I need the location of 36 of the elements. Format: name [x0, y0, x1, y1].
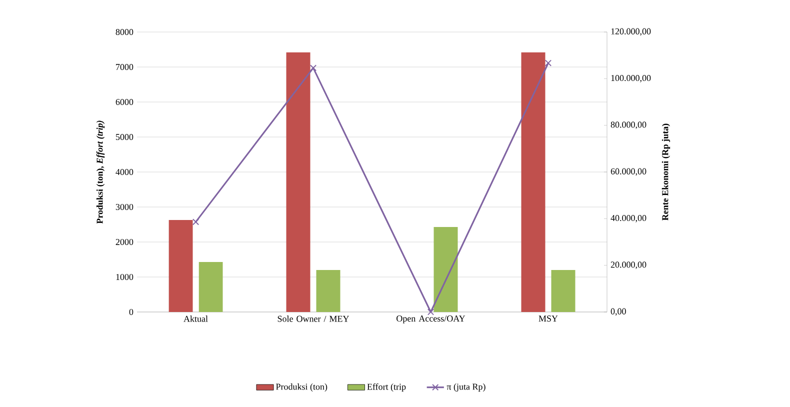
y-tick-label: 1000 [116, 274, 134, 280]
y-axis-title: Produksi (ton), Effort (trip) [96, 120, 105, 224]
point [192, 218, 200, 226]
y-tick-label: 8000 [116, 28, 134, 36]
legend-label: Produksi (ton) [276, 383, 328, 392]
bar [551, 270, 576, 312]
y2-tick-label: 120.000,00 [611, 28, 651, 36]
point [427, 308, 434, 316]
y-tick-label: 5000 [116, 134, 134, 140]
point [310, 64, 317, 72]
bar [316, 270, 340, 312]
legend-label: Effort (trip [367, 383, 406, 392]
y2-axis-title: Rente Ekonomi (Rp juta) [662, 124, 670, 220]
y2-tick-label: 80.000,00 [610, 122, 646, 130]
x-tick-label: Sole Owner / MEY [278, 316, 350, 322]
legend-label: π (juta Rp) [446, 383, 486, 392]
y2-tick-label: 100.000,00 [611, 74, 651, 82]
bar [286, 52, 310, 312]
y2-tick-label: 20.000,00 [610, 262, 646, 270]
bar [198, 262, 223, 312]
bar [434, 226, 458, 312]
y2-tick-label: 0,00 [610, 308, 626, 316]
x-tick-label: Open Access/OAY [396, 316, 466, 324]
y-tick-label: 2000 [116, 238, 134, 246]
y2-tick-label: 40.000,00 [610, 214, 646, 222]
y-tick-label: 6000 [116, 98, 134, 106]
x-tick-label: MSY [538, 316, 558, 322]
y-tick-label: 0 [129, 308, 134, 316]
y-tick-label: 3000 [116, 204, 134, 210]
y-tick-label: 4000 [116, 168, 134, 176]
point [544, 60, 552, 66]
bar [521, 52, 546, 312]
x-tick-label: Aktual [184, 316, 208, 322]
bar [168, 220, 193, 312]
y-tick-label: 7000 [116, 64, 134, 70]
y2-tick-label: 60.000,00 [610, 168, 646, 176]
